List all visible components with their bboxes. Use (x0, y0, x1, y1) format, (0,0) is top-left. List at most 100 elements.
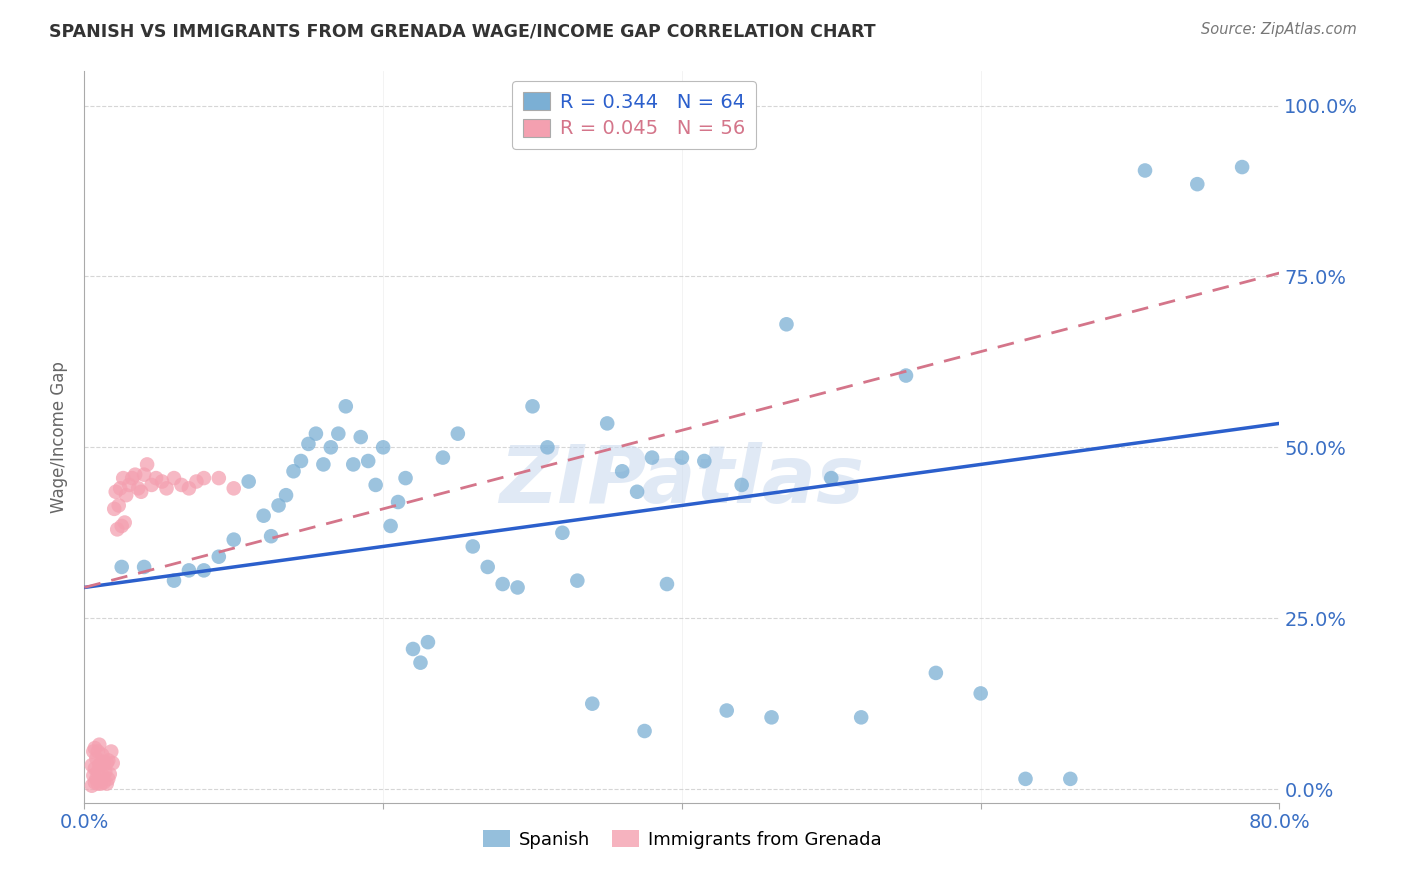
Point (641, 450, 664, 465)
Point (522, 400, 544, 414)
Point (506, 581, 529, 595)
Point (110, 481, 132, 495)
Point (82, 768, 104, 782)
Point (290, 454, 312, 468)
Point (461, 540, 484, 554)
Point (492, 577, 515, 591)
Point (536, 440, 558, 454)
Point (894, 368, 917, 383)
Point (105, 522, 128, 536)
Point (1230, 160, 1253, 174)
Point (124, 467, 146, 482)
Point (350, 430, 373, 444)
Point (83, 762, 105, 776)
Point (87, 777, 110, 791)
Point (274, 488, 297, 502)
Point (394, 471, 416, 485)
Point (253, 508, 276, 523)
Point (328, 426, 350, 441)
Point (86, 751, 108, 765)
Point (163, 471, 186, 485)
Point (387, 495, 409, 509)
Point (319, 440, 342, 454)
Point (86, 772, 108, 786)
Point (716, 704, 738, 718)
Point (87, 745, 110, 759)
Point (104, 484, 127, 499)
Point (170, 478, 193, 492)
Point (380, 519, 402, 533)
Point (432, 450, 454, 465)
Point (94, 765, 117, 780)
Point (89, 738, 111, 752)
Point (115, 488, 138, 502)
Point (129, 484, 152, 499)
Point (357, 454, 380, 468)
Point (416, 635, 439, 649)
Point (761, 710, 783, 724)
Point (305, 426, 328, 441)
Point (208, 471, 231, 485)
Point (626, 484, 648, 499)
Point (127, 481, 149, 495)
Point (90, 756, 112, 771)
Point (96, 777, 118, 791)
Point (89, 773, 111, 788)
Point (111, 519, 134, 533)
Point (633, 724, 655, 739)
Text: Source: ZipAtlas.com: Source: ZipAtlas.com (1201, 22, 1357, 37)
Point (373, 440, 395, 454)
Point (177, 481, 200, 495)
Point (91, 747, 114, 762)
Point (567, 574, 589, 588)
Point (342, 458, 364, 472)
Point (1059, 772, 1081, 786)
Point (731, 478, 754, 492)
Point (150, 475, 173, 489)
Point (111, 560, 134, 574)
Point (82, 745, 104, 759)
Point (100, 745, 122, 759)
Point (312, 458, 335, 472)
Point (90, 777, 112, 791)
Point (283, 464, 305, 478)
Point (107, 499, 129, 513)
Point (87, 765, 110, 780)
Point (655, 577, 678, 591)
Point (91, 768, 114, 782)
Point (596, 417, 619, 431)
Point (193, 563, 215, 577)
Point (132, 560, 156, 574)
Point (851, 710, 873, 724)
Point (297, 437, 319, 451)
Point (402, 642, 425, 657)
Point (775, 318, 797, 332)
Point (238, 475, 260, 489)
Text: ZIPatlas: ZIPatlas (499, 442, 865, 520)
Point (222, 481, 245, 495)
Point (121, 471, 143, 485)
Point (477, 560, 499, 574)
Point (612, 464, 634, 478)
Point (335, 400, 357, 414)
Point (103, 501, 125, 516)
Point (693, 454, 716, 468)
Point (93, 755, 115, 769)
Point (80, 758, 103, 772)
Point (193, 471, 215, 485)
Point (208, 549, 231, 564)
Point (93, 775, 115, 789)
Point (118, 478, 141, 492)
Point (820, 471, 842, 485)
Point (80, 779, 103, 793)
Point (551, 525, 574, 540)
Point (97, 753, 120, 767)
Point (925, 665, 948, 680)
Point (260, 529, 283, 543)
Y-axis label: Wage/Income Gap: Wage/Income Gap (51, 361, 69, 513)
Point (970, 686, 993, 700)
Point (145, 471, 167, 485)
Point (155, 481, 177, 495)
Point (222, 533, 245, 547)
Point (141, 478, 163, 492)
